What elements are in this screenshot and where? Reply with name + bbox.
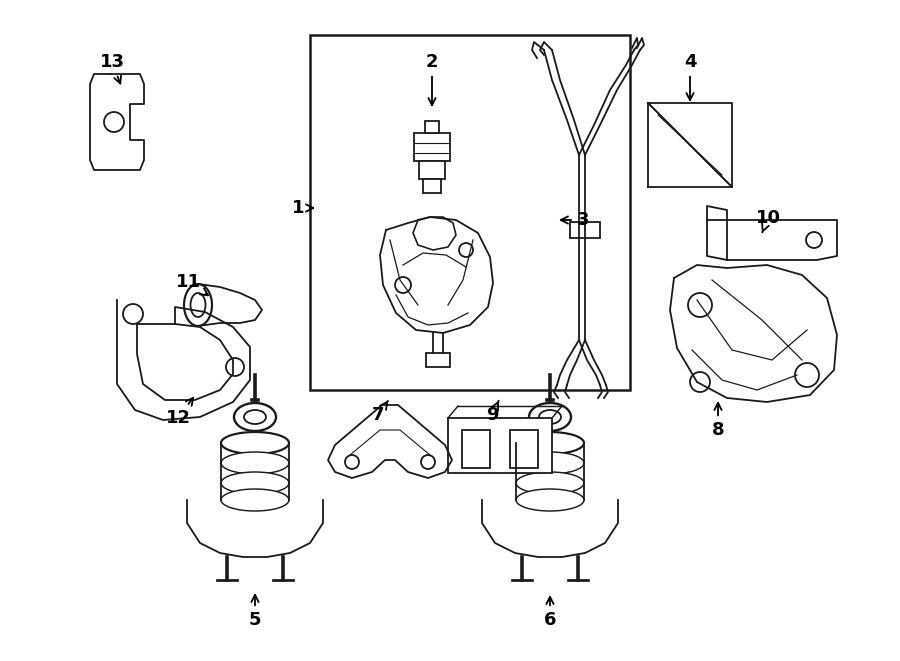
Text: 4: 4 [684,53,697,100]
Text: 1: 1 [292,199,313,217]
Circle shape [345,455,359,469]
Circle shape [421,455,435,469]
Circle shape [806,232,822,248]
Bar [570,222,600,238]
Circle shape [688,293,712,317]
Bar [414,133,450,161]
Bar [510,430,538,468]
Bar [448,418,552,473]
Ellipse shape [221,489,289,511]
Ellipse shape [221,432,289,454]
Text: 10: 10 [755,209,780,233]
Ellipse shape [516,452,584,474]
Text: 13: 13 [100,53,124,83]
Circle shape [104,112,124,132]
Ellipse shape [234,403,276,431]
Ellipse shape [244,410,266,424]
Ellipse shape [529,403,571,431]
Ellipse shape [184,284,212,326]
Bar [426,353,450,367]
Ellipse shape [221,452,289,474]
Circle shape [459,243,473,257]
Text: 5: 5 [248,595,261,629]
Bar [419,161,445,179]
Text: 11: 11 [176,273,208,295]
Ellipse shape [539,410,561,424]
Text: 8: 8 [712,403,724,439]
Circle shape [123,304,143,324]
Text: 12: 12 [166,398,194,427]
Bar [462,430,490,468]
Ellipse shape [191,293,205,317]
Bar [310,35,630,390]
Circle shape [795,363,819,387]
Ellipse shape [221,472,289,494]
Text: 2: 2 [426,53,438,105]
Text: 6: 6 [544,597,556,629]
Text: 9: 9 [486,401,499,424]
Bar [423,179,441,193]
Text: 7: 7 [372,401,388,424]
Bar [425,121,439,133]
Text: 3: 3 [561,211,590,229]
Circle shape [226,358,244,376]
Ellipse shape [516,489,584,511]
Ellipse shape [516,472,584,494]
Circle shape [395,277,411,293]
Ellipse shape [516,432,584,454]
Circle shape [690,372,710,392]
